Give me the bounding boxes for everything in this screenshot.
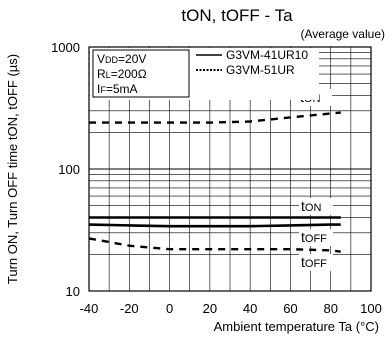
- data-series: [88, 111, 341, 253]
- condition-0: VDD=20V: [97, 52, 146, 66]
- conditions-box: [92, 49, 190, 98]
- x-tick-label: -20: [120, 301, 139, 316]
- series-line-0: [89, 111, 341, 124]
- curve-label-bg: [299, 198, 333, 215]
- x-tick-label: -40: [80, 301, 99, 316]
- x-tick-label: 40: [243, 301, 257, 316]
- x-tick-labels: -40 -20 0 20 40 60 80 100: [80, 301, 382, 316]
- y-axis-label: Turn ON, Turn OFF time tON, tOFF (µs): [5, 54, 20, 284]
- legend-label-0: G3VM-41UR10: [226, 48, 308, 62]
- x-tick-label: 80: [323, 301, 337, 316]
- x-tick-label: 60: [283, 301, 297, 316]
- series-line-3: [88, 237, 341, 253]
- y-tick-label: 10: [66, 284, 80, 299]
- condition-2: IF=5mA: [97, 82, 138, 96]
- curve-label-2: tOFF: [301, 229, 327, 245]
- x-tick-label: 20: [203, 301, 217, 316]
- series-line-2: [88, 223, 341, 228]
- curve-label-bg: [299, 229, 333, 246]
- x-tick-label: 0: [166, 301, 173, 316]
- y-tick-label: 1000: [51, 40, 80, 55]
- y-tick-labels: 1000 100 10: [51, 40, 80, 299]
- condition-1: RL=200Ω: [97, 67, 147, 81]
- curve-label-bg: [299, 254, 333, 271]
- chart-subtitle: (Average value): [301, 27, 386, 41]
- plot-frame: [88, 46, 372, 292]
- chart-title: tON, tOFF - Ta: [181, 6, 293, 25]
- x-axis-label: Ambient temperature Ta (°C): [214, 319, 379, 334]
- curve-labels: tONtONtOFFtOFF: [298, 89, 333, 271]
- y-tick-label: 100: [58, 162, 80, 177]
- curve-label-1: tON: [301, 198, 321, 214]
- legend-label-1: G3VM-51UR: [226, 63, 295, 77]
- curve-label-3: tOFF: [301, 254, 327, 270]
- x-tick-label: 100: [360, 301, 382, 316]
